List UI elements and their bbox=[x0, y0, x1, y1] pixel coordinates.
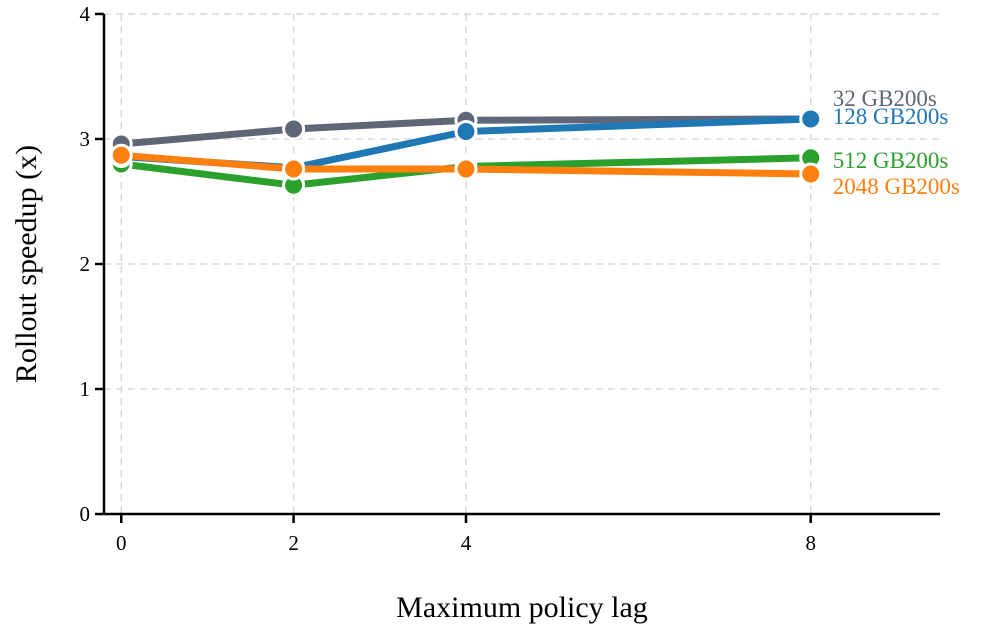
series-label: 128 GB200s bbox=[833, 104, 949, 129]
data-point bbox=[799, 162, 823, 186]
data-point bbox=[109, 143, 133, 167]
series-line bbox=[117, 154, 815, 189]
y-tick-label: 4 bbox=[80, 2, 91, 26]
y-tick-label: 1 bbox=[80, 377, 91, 401]
y-tick-label: 3 bbox=[80, 127, 91, 151]
grid bbox=[104, 13, 940, 514]
ticks: 0 1 2 3 4 0 2 4 8 bbox=[80, 2, 816, 555]
x-tick-label: 4 bbox=[461, 531, 472, 555]
series-line bbox=[117, 115, 815, 148]
y-axis-title: Rollout speedup (x) bbox=[10, 145, 43, 383]
series-label: 512 GB200s bbox=[833, 148, 949, 173]
data-point bbox=[454, 120, 478, 143]
series-line bbox=[117, 151, 815, 178]
data-point bbox=[282, 157, 306, 181]
data-point bbox=[454, 157, 478, 181]
series-label: 32 GB200s bbox=[833, 86, 937, 111]
x-tick-label: 8 bbox=[805, 531, 816, 555]
x-tick-label: 0 bbox=[116, 531, 127, 555]
data-point bbox=[799, 107, 823, 131]
x-axis-title: Maximum policy lag bbox=[396, 591, 648, 624]
x-tick-label: 2 bbox=[288, 531, 299, 555]
y-tick-label: 2 bbox=[80, 252, 91, 276]
series-label: 2048 GB200s bbox=[833, 174, 960, 199]
series-group bbox=[109, 107, 823, 197]
y-tick-label: 0 bbox=[80, 502, 91, 526]
data-point bbox=[282, 117, 306, 141]
series-3 bbox=[109, 143, 823, 186]
